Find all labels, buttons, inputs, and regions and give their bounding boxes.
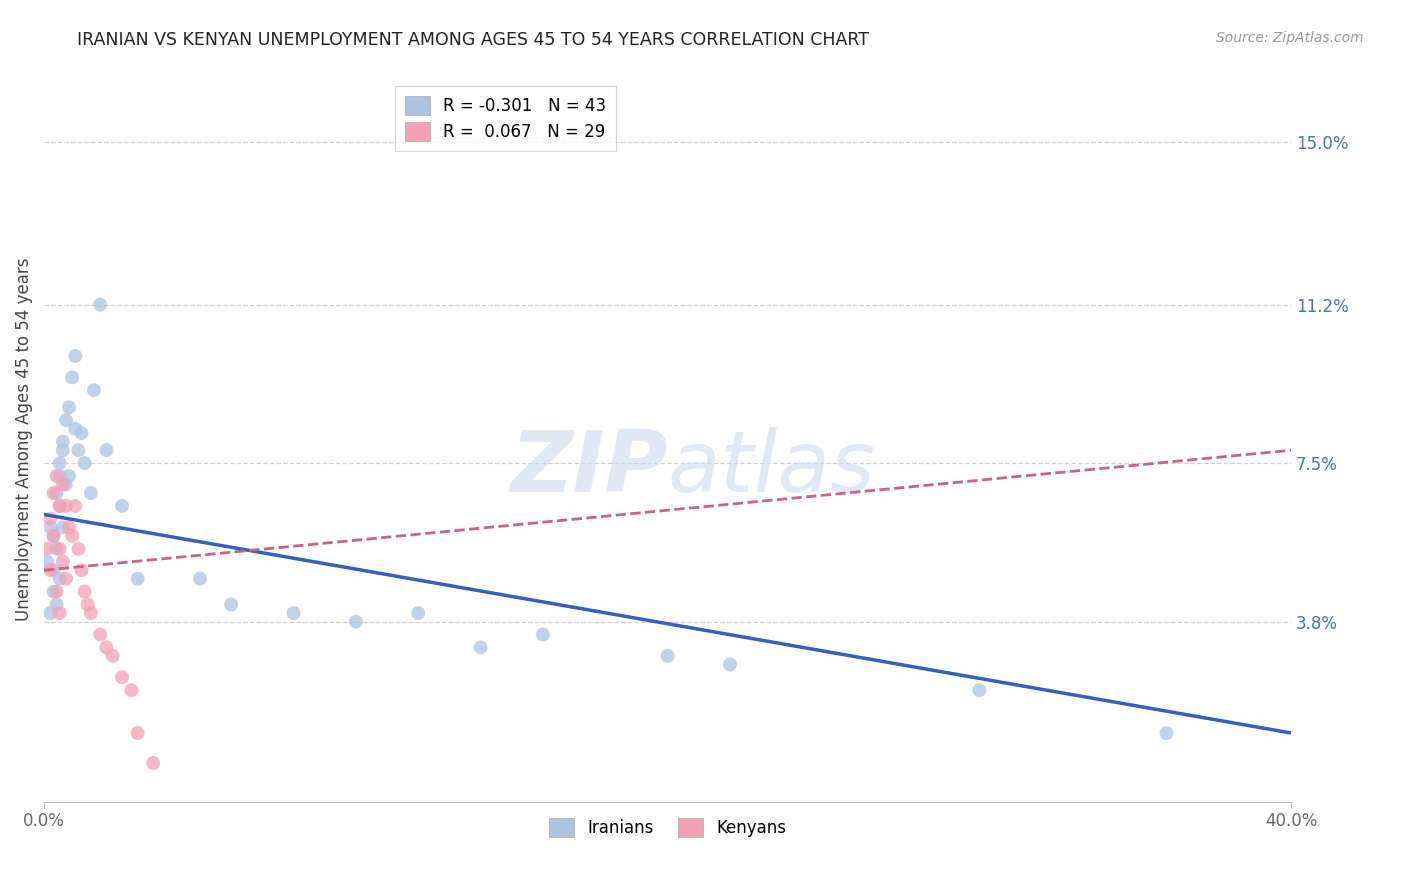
Point xyxy=(73,584,96,599)
Point xyxy=(80,486,103,500)
Point xyxy=(58,520,80,534)
Point xyxy=(718,657,741,672)
Point xyxy=(67,541,90,556)
Point xyxy=(531,627,554,641)
Point xyxy=(52,477,75,491)
Point xyxy=(101,648,124,663)
Point xyxy=(52,434,75,449)
Point xyxy=(96,443,118,458)
Point xyxy=(52,443,75,458)
Point xyxy=(60,370,83,384)
Point xyxy=(1156,726,1178,740)
Point xyxy=(60,529,83,543)
Point xyxy=(89,297,111,311)
Point xyxy=(48,606,70,620)
Point xyxy=(969,683,991,698)
Point xyxy=(48,469,70,483)
Point xyxy=(48,499,70,513)
Point xyxy=(96,640,118,655)
Point xyxy=(58,469,80,483)
Point xyxy=(65,349,87,363)
Point xyxy=(45,584,67,599)
Point xyxy=(55,413,77,427)
Point xyxy=(48,456,70,470)
Point xyxy=(80,606,103,620)
Point xyxy=(142,756,165,770)
Point xyxy=(470,640,492,655)
Point xyxy=(45,486,67,500)
Point xyxy=(58,401,80,415)
Point xyxy=(73,456,96,470)
Point xyxy=(188,572,211,586)
Point xyxy=(111,499,134,513)
Point xyxy=(70,426,93,441)
Point xyxy=(39,606,62,620)
Point xyxy=(89,627,111,641)
Point xyxy=(48,541,70,556)
Point xyxy=(76,598,98,612)
Point xyxy=(45,469,67,483)
Point xyxy=(657,648,679,663)
Text: ZIP: ZIP xyxy=(510,427,668,510)
Point xyxy=(42,529,65,543)
Text: IRANIAN VS KENYAN UNEMPLOYMENT AMONG AGES 45 TO 54 YEARS CORRELATION CHART: IRANIAN VS KENYAN UNEMPLOYMENT AMONG AGE… xyxy=(77,31,869,49)
Point xyxy=(127,572,149,586)
Point xyxy=(83,383,105,397)
Point xyxy=(55,572,77,586)
Point xyxy=(48,572,70,586)
Point xyxy=(127,726,149,740)
Point xyxy=(37,541,59,556)
Point xyxy=(39,520,62,534)
Point xyxy=(42,486,65,500)
Point xyxy=(45,541,67,556)
Point xyxy=(111,670,134,684)
Point xyxy=(37,555,59,569)
Point xyxy=(48,499,70,513)
Text: Source: ZipAtlas.com: Source: ZipAtlas.com xyxy=(1216,31,1364,45)
Text: atlas: atlas xyxy=(668,427,876,510)
Point xyxy=(67,443,90,458)
Point xyxy=(39,512,62,526)
Legend: Iranians, Kenyans: Iranians, Kenyans xyxy=(541,812,793,844)
Point xyxy=(219,598,242,612)
Point xyxy=(52,520,75,534)
Point xyxy=(65,499,87,513)
Point xyxy=(406,606,429,620)
Point xyxy=(42,563,65,577)
Point xyxy=(120,683,142,698)
Point xyxy=(283,606,305,620)
Point xyxy=(45,598,67,612)
Point xyxy=(344,615,367,629)
Point xyxy=(42,529,65,543)
Point xyxy=(42,584,65,599)
Point xyxy=(70,563,93,577)
Point xyxy=(39,563,62,577)
Y-axis label: Unemployment Among Ages 45 to 54 years: Unemployment Among Ages 45 to 54 years xyxy=(15,258,32,621)
Point xyxy=(52,555,75,569)
Point xyxy=(55,499,77,513)
Point xyxy=(65,422,87,436)
Point xyxy=(55,477,77,491)
